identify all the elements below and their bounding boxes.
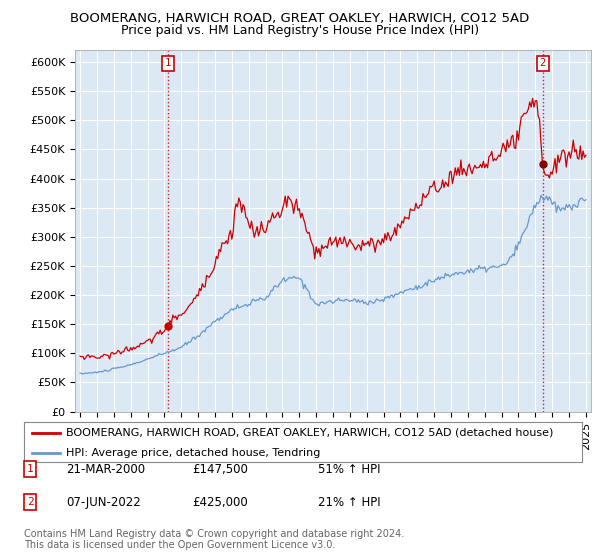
Text: 1: 1 [26, 464, 34, 474]
Text: 2: 2 [539, 58, 546, 68]
Text: Contains HM Land Registry data © Crown copyright and database right 2024.: Contains HM Land Registry data © Crown c… [24, 529, 404, 539]
Text: This data is licensed under the Open Government Licence v3.0.: This data is licensed under the Open Gov… [24, 540, 335, 550]
Text: 21% ↑ HPI: 21% ↑ HPI [318, 496, 380, 509]
Text: 51% ↑ HPI: 51% ↑ HPI [318, 463, 380, 476]
Text: 21-MAR-2000: 21-MAR-2000 [66, 463, 145, 476]
Text: HPI: Average price, detached house, Tendring: HPI: Average price, detached house, Tend… [66, 448, 320, 458]
Text: Price paid vs. HM Land Registry's House Price Index (HPI): Price paid vs. HM Land Registry's House … [121, 24, 479, 36]
Text: £425,000: £425,000 [192, 496, 248, 509]
Text: 07-JUN-2022: 07-JUN-2022 [66, 496, 141, 509]
Text: BOOMERANG, HARWICH ROAD, GREAT OAKLEY, HARWICH, CO12 5AD (detached house): BOOMERANG, HARWICH ROAD, GREAT OAKLEY, H… [66, 428, 553, 437]
Text: 2: 2 [26, 497, 34, 507]
Text: 1: 1 [165, 58, 171, 68]
Text: £147,500: £147,500 [192, 463, 248, 476]
Text: BOOMERANG, HARWICH ROAD, GREAT OAKLEY, HARWICH, CO12 5AD: BOOMERANG, HARWICH ROAD, GREAT OAKLEY, H… [70, 12, 530, 25]
